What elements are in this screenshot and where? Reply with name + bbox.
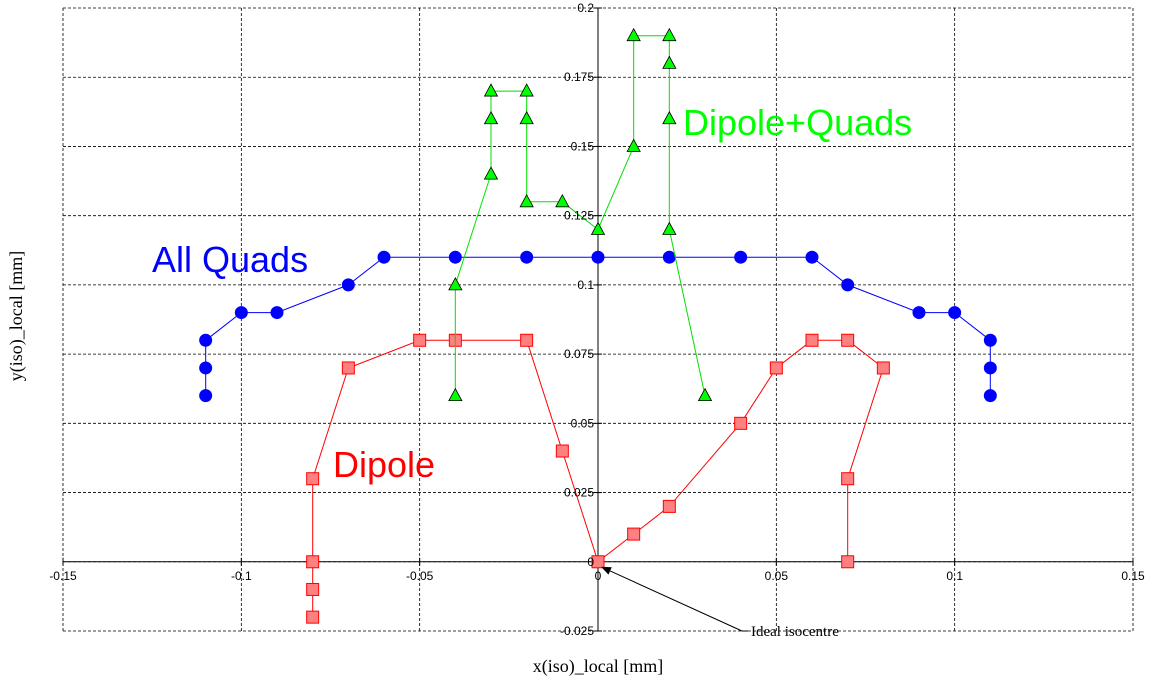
- data-point-2-10: [626, 138, 641, 152]
- data-point-0-3: [234, 306, 248, 320]
- data-point-2-5: [519, 83, 534, 97]
- annotation-arrowhead: [601, 566, 612, 575]
- data-point-1-10: [627, 527, 641, 541]
- series-2: [448, 27, 713, 402]
- x-tick-label-5: 0.1: [946, 569, 963, 583]
- data-point-0-16: [983, 333, 997, 347]
- data-point-0-7: [448, 250, 462, 264]
- data-point-2-9: [590, 221, 606, 235]
- data-point-0-6: [377, 250, 391, 264]
- data-point-1-4: [341, 361, 355, 375]
- data-point-0-2: [199, 333, 213, 347]
- data-point-1-3: [306, 472, 320, 486]
- data-point-2-16: [697, 387, 713, 402]
- data-point-0-17: [983, 361, 997, 375]
- data-point-2-8: [555, 193, 570, 208]
- data-point-0-11: [734, 250, 748, 264]
- data-point-1-2: [306, 555, 320, 569]
- data-point-2-4: [483, 83, 499, 97]
- y-tick-label-4: 0.075: [564, 347, 594, 361]
- x-tick-label-1: -0.1: [231, 569, 252, 583]
- y-tick-label-1: 0: [587, 555, 594, 569]
- data-point-1-18: [841, 555, 855, 569]
- data-point-2-1: [448, 277, 463, 291]
- series-layer: [199, 27, 997, 624]
- data-point-0-12: [805, 250, 819, 264]
- data-point-0-9: [591, 250, 605, 264]
- data-point-0-10: [662, 250, 676, 264]
- data-point-2-12: [662, 27, 677, 42]
- data-point-2-2: [483, 166, 499, 180]
- data-point-1-11: [662, 499, 676, 513]
- data-point-2-13: [662, 55, 677, 69]
- data-point-0-0: [199, 389, 213, 403]
- series-0: [199, 250, 997, 403]
- annotation-arrow-line: [609, 570, 743, 632]
- data-point-1-14: [805, 333, 819, 347]
- y-tick-label-6: 0.125: [564, 209, 594, 223]
- annotation-ideal-isocentre: Ideal isocentre: [751, 624, 839, 640]
- data-point-0-13: [841, 278, 855, 292]
- y-tick-label-9: 0.2: [577, 1, 594, 15]
- y-tick-label-7: 0.15: [571, 139, 595, 153]
- x-tick-label-6: 0.15: [1121, 569, 1145, 583]
- data-point-0-14: [912, 306, 926, 320]
- annotation-layer: Ideal isocentre: [601, 566, 839, 640]
- data-point-1-16: [876, 361, 890, 375]
- data-point-1-17: [841, 472, 855, 486]
- series-1: [306, 333, 890, 624]
- y-axis-title: y(iso)_local [mm]: [6, 251, 27, 381]
- data-point-0-8: [520, 250, 534, 264]
- series-label-dipole-quads: Dipole+Quads: [683, 102, 912, 143]
- series-label-all-quads: All Quads: [152, 239, 308, 280]
- data-point-2-15: [662, 221, 677, 235]
- x-tick-label-2: -0.05: [406, 569, 434, 583]
- x-tick-label-0: -0.15: [49, 569, 77, 583]
- y-tick-label-5: 0.1: [577, 278, 594, 292]
- data-point-1-12: [734, 416, 748, 430]
- data-point-1-5: [413, 333, 427, 347]
- data-point-0-15: [948, 306, 962, 320]
- data-point-0-18: [983, 389, 997, 403]
- data-point-1-8: [555, 444, 569, 458]
- data-point-2-6: [519, 110, 534, 125]
- data-point-1-7: [520, 333, 534, 347]
- data-point-2-7: [519, 193, 534, 208]
- y-tick-label-0: -0.025: [560, 624, 594, 638]
- data-point-2-14: [662, 110, 677, 125]
- tick-layer: -0.15 -0.1 -0.05 0 0.05 0.1 0.15 -0.025 0 0.025 0.…: [49, 1, 1145, 638]
- data-point-1-9: [591, 555, 605, 569]
- y-tick-label-3: 0.05: [571, 416, 595, 430]
- x-tick-label-3: 0: [595, 569, 602, 583]
- data-point-1-1: [306, 582, 320, 596]
- data-point-1-13: [769, 361, 783, 375]
- data-point-0-1: [199, 361, 213, 375]
- series-label-dipole: Dipole: [333, 444, 435, 485]
- y-tick-label-8: 0.175: [564, 70, 594, 84]
- data-point-2-3: [483, 110, 499, 125]
- x-axis-title: x(iso)_local [mm]: [533, 656, 663, 677]
- data-point-0-4: [270, 306, 284, 320]
- data-point-2-0: [448, 387, 463, 402]
- data-point-0-5: [341, 278, 355, 292]
- data-point-2-11: [626, 27, 641, 42]
- y-tick-label-2: 0.025: [564, 486, 594, 500]
- data-point-1-15: [841, 333, 855, 347]
- x-tick-label-4: 0.05: [765, 569, 789, 583]
- data-point-1-0: [306, 610, 320, 624]
